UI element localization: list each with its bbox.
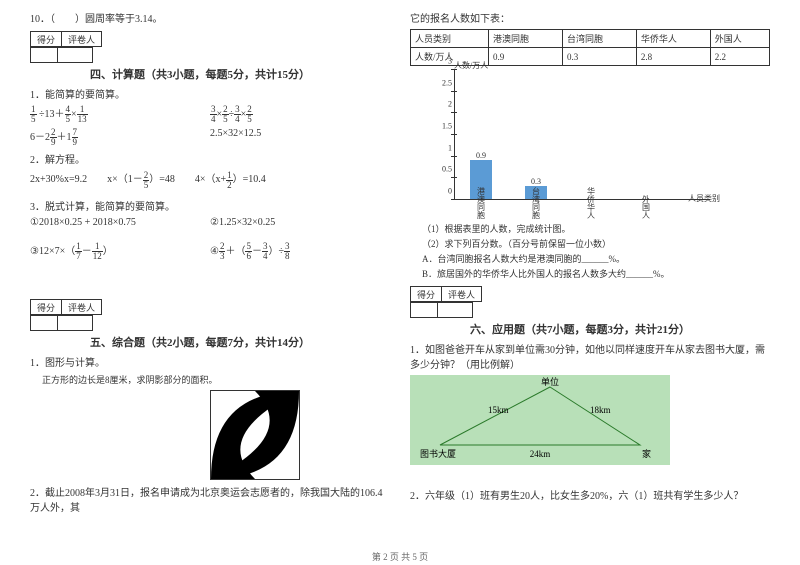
chart-q2: （2）求下列百分数。（百分号前保留一位小数） <box>422 237 770 250</box>
x-category: 港澳同胞 <box>470 188 492 220</box>
score-box-4: 得分 评卷人 <box>30 31 390 47</box>
expr-2: 34×25÷34×25 <box>210 105 390 124</box>
bar-value-label: 0.3 <box>525 177 547 186</box>
leaf-shape-icon <box>211 391 299 479</box>
score-box-6-empty <box>410 302 770 318</box>
right-column: 它的报名人数如下表： 人员类别 港澳同胞 台湾同胞 华侨华人 外国人 人数/万人… <box>410 10 770 535</box>
section-6-title: 六、应用题（共7小题，每题3分，共计21分） <box>470 321 770 337</box>
x-category: 外国人 <box>635 196 657 220</box>
q3-row1: ①2018×0.25 + 2018×0.75 ②1.25×32×0.25 <box>30 217 390 228</box>
chart-q1: （1）根据表里的人数，完成统计图。 <box>422 222 770 235</box>
page-footer: 第 2 页 共 5 页 <box>0 550 800 563</box>
q10-text: 10．（ ）圆周率等于3.14。 <box>30 10 390 25</box>
tri-right: 18km <box>590 405 611 415</box>
q5-2: 2．截止2008年3月31日，报名申请成为北京奥运会志愿者的，除我国大陆的106… <box>30 484 390 514</box>
y-tick: 1.5 <box>442 122 452 131</box>
tri-top: 单位 <box>541 376 559 387</box>
x-category: 华侨华人 <box>580 188 602 220</box>
tri-bl: 图书大厦 <box>420 448 456 459</box>
q5-1: 1．图形与计算。 <box>30 354 390 369</box>
y-tick: 1 <box>448 143 452 152</box>
left-column: 10．（ ）圆周率等于3.14。 得分 评卷人 四、计算题（共3小题，每题5分，… <box>30 10 390 535</box>
calc-row-1: 15 ÷13＋45×113 34×25÷34×25 <box>30 105 390 124</box>
square-figure <box>210 390 300 480</box>
triangle-icon: 单位 15km 18km 图书大厦 家 24km <box>410 375 670 465</box>
right-top: 它的报名人数如下表： <box>410 10 770 25</box>
score-box-5: 得分 评卷人 <box>30 299 390 315</box>
expr-1: 15 ÷13＋45×113 <box>30 105 210 124</box>
score-box-5-empty <box>30 315 390 331</box>
eq-row: 2x+30%x=9.2 x×（1－25）=48 4×（x+12）=10.4 <box>30 170 390 189</box>
q3-item1: ①2018×0.25 + 2018×0.75 <box>30 217 210 228</box>
score-box-6: 得分 评卷人 <box>410 286 770 302</box>
expr-3: 6－229＋179 <box>30 128 210 147</box>
y-tick: 2.5 <box>442 78 452 87</box>
q5-1-sub: 正方形的边长是8厘米，求阴影部分的面积。 <box>42 373 390 386</box>
chart-qa: A．台湾同胞报名人数大约是港澳同胞的______%。 <box>422 252 770 265</box>
q3-item4: ④23＋（56－34）÷38 <box>210 242 390 261</box>
q3-item2: ②1.25×32×0.25 <box>210 217 390 228</box>
bar-chart: 人数/万人 人员类别 00.511.522.530.9港澳同胞0.3台湾同胞华侨… <box>430 70 710 220</box>
calc-row-2: 6－229＋179 2.5×32×12.5 <box>30 128 390 147</box>
q3-item3: ③12×7×（17－112） <box>30 242 210 261</box>
expr-4: 2.5×32×12.5 <box>210 128 390 147</box>
q6-2: 2．六年级（1）班有男生20人，比女生多20%，六（1）班共有学生多少人？ <box>410 487 770 502</box>
y-tick: 3 <box>448 57 452 66</box>
q3-row2: ③12×7×（17－112） ④23＋（56－34）÷38 <box>30 242 390 261</box>
tri-br: 家 <box>642 448 651 459</box>
table-header-row: 人员类别 港澳同胞 台湾同胞 华侨华人 外国人 <box>411 30 770 48</box>
tri-left: 15km <box>488 405 509 415</box>
tri-base: 24km <box>530 449 551 459</box>
x-category: 台湾同胞 <box>525 188 547 220</box>
score-box-4-empty <box>30 47 390 63</box>
y-tick: 0 <box>448 187 452 196</box>
chart-qb: B．旅居国外的华侨华人比外国人的报名人数多大约______%。 <box>422 267 770 280</box>
y-tick: 0.5 <box>442 165 452 174</box>
triangle-figure: 单位 15km 18km 图书大厦 家 24km <box>410 375 670 465</box>
section-4-title: 四、计算题（共3小题，每题5分，共计15分） <box>90 66 390 82</box>
q4-1: 1．能简算的要简算。 <box>30 86 390 101</box>
section-5-title: 五、综合题（共2小题，每题7分，共计14分） <box>90 334 390 350</box>
grader-cell: 评卷人 <box>61 31 102 47</box>
bar-value-label: 0.9 <box>470 151 492 160</box>
q4-3: 3．脱式计算，能简算的要简算。 <box>30 198 390 213</box>
y-axis-title: 人数/万人 <box>454 60 488 71</box>
q4-2: 2．解方程。 <box>30 151 390 166</box>
y-tick: 2 <box>448 100 452 109</box>
q6-1: 1．如图爸爸开车从家到单位需30分钟，如他以同样速度开车从家去图书大厦，需多少分… <box>410 341 770 371</box>
score-cell: 得分 <box>30 31 61 47</box>
